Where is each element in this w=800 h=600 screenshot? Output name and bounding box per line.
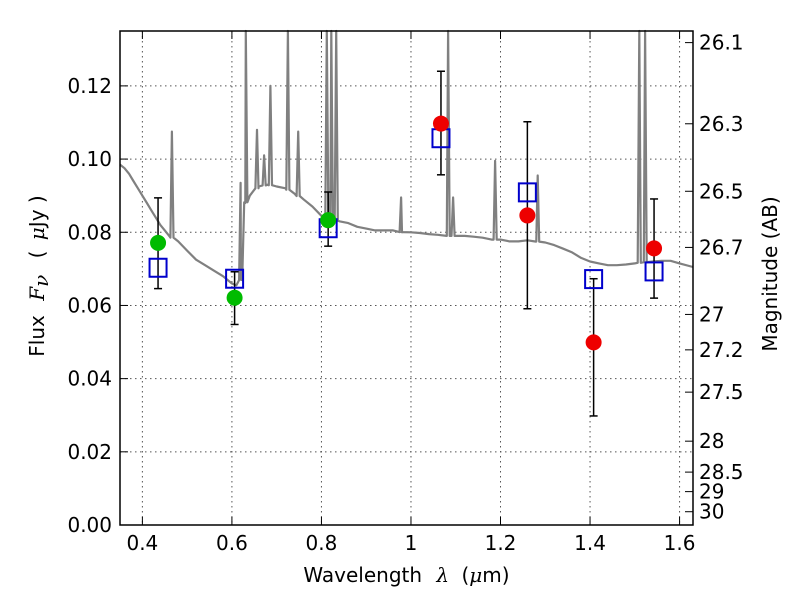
magnitude-tick-label: 29	[699, 480, 724, 504]
magnitude-tick-label: 27	[699, 302, 724, 326]
observed-flux-point	[519, 207, 536, 224]
magnitude-axis-label: Magnitude (AB)	[758, 196, 782, 351]
y-tick-label: 0.02	[67, 440, 112, 464]
tick-layer: 0.4 0.6 0.8 1 1.2 1.4 1.6 0.00 0.02 0.04 0.06 0.08 0…	[67, 31, 743, 555]
magnitude-tick-label: 26.3	[699, 112, 744, 136]
observed-flux-point	[646, 240, 663, 257]
spectrum-line	[119, 29, 694, 287]
observed-flux-point	[585, 334, 602, 351]
y-tick-label: 0.12	[67, 74, 112, 98]
observed-flux-point	[226, 289, 243, 306]
x-tick-label: 1.4	[574, 531, 606, 555]
observed-flux-point	[150, 234, 167, 251]
observed-flux-point	[320, 212, 337, 229]
magnitude-tick-label: 26.1	[699, 31, 744, 55]
y-tick-label: 0.06	[67, 293, 112, 317]
magnitude-tick-label: 30	[699, 500, 724, 524]
magnitude-tick-label: 27.2	[699, 338, 744, 362]
model-flux-square	[644, 261, 664, 282]
x-tick-label: 0.4	[126, 531, 158, 555]
magnitude-tick-label: 28	[699, 429, 724, 453]
x-tick-label: 0.6	[216, 531, 248, 555]
magnitude-tick-label: 26.5	[699, 179, 744, 203]
y-tick-label: 0.10	[67, 147, 112, 171]
spectrum-layer	[119, 29, 694, 287]
model-flux-square	[584, 269, 604, 290]
x-axis-label: Wavelength λ (μm)	[303, 563, 509, 587]
magnitude-tick-label: 28.5	[699, 460, 744, 484]
magnitude-tick-label: 26.7	[699, 235, 744, 259]
y-tick-label: 0.00	[67, 513, 112, 537]
x-tick-label: 1.6	[664, 531, 696, 555]
plot-frame	[119, 30, 694, 526]
model-flux-square	[148, 257, 168, 278]
model-flux-square	[225, 268, 245, 289]
y-axis-label: Flux Fν ( μJy )	[25, 195, 53, 356]
observed-flux-point	[432, 115, 449, 132]
magnitude-tick-label: 27.5	[699, 380, 744, 404]
x-tick-label: 1	[405, 531, 418, 555]
y-tick-label: 0.08	[67, 220, 112, 244]
x-tick-label: 0.8	[306, 531, 338, 555]
model-flux-square	[517, 182, 537, 203]
y-tick-label: 0.04	[67, 367, 112, 391]
marker-layer	[148, 115, 664, 351]
x-tick-label: 1.2	[485, 531, 517, 555]
